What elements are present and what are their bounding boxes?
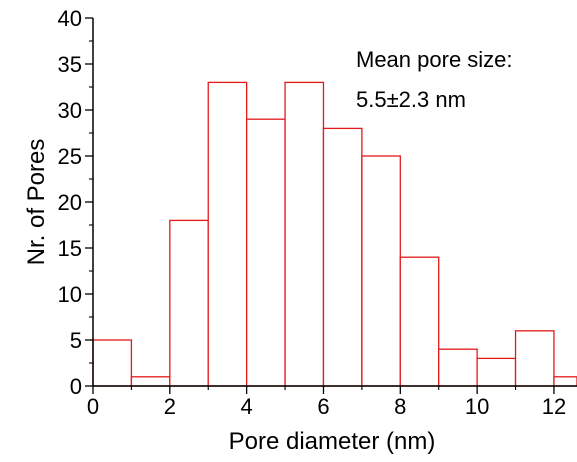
- y-tick-label: 5: [70, 328, 82, 353]
- x-tick-label: 12: [542, 394, 566, 419]
- histogram-bar-6: [322, 127, 363, 387]
- histogram-bar-4: [246, 118, 286, 387]
- y-tick-label: 20: [58, 190, 82, 215]
- histogram-bar-0: [92, 339, 133, 387]
- mean-pore-size-value: 5.5±2.3 nm: [356, 87, 466, 112]
- histogram-bar-9: [438, 348, 478, 387]
- y-tick-label: 10: [58, 282, 82, 307]
- x-tick-label: 10: [465, 394, 489, 419]
- y-tick-label: 15: [58, 236, 82, 261]
- y-tick-label: 35: [58, 52, 82, 77]
- y-tick-label: 40: [58, 6, 82, 31]
- y-tick-label: 25: [58, 144, 82, 169]
- histogram-bar-3: [207, 81, 248, 387]
- x-ticks-group: 0 2 4 6 8 10 12: [87, 386, 566, 419]
- histogram-bar-11: [514, 330, 555, 387]
- histogram-bar-2: [169, 219, 209, 387]
- y-ticks-group: 0 5 10 15 20 25 30 35 40: [58, 6, 93, 399]
- x-tick-label: 4: [241, 394, 253, 419]
- histogram-bar-10: [476, 357, 517, 387]
- histogram-bar-7: [361, 155, 401, 387]
- y-tick-label: 30: [58, 98, 82, 123]
- y-axis-title: Nr. of Pores: [23, 139, 50, 266]
- x-tick-label: 2: [164, 394, 176, 419]
- bars-group: [92, 81, 577, 387]
- histogram-bar-1: [130, 376, 171, 387]
- histogram-bar-5: [284, 81, 325, 387]
- x-tick-label: 6: [317, 394, 329, 419]
- x-axis-title: Pore diameter (nm): [229, 428, 436, 455]
- histogram-bar-8: [399, 256, 440, 387]
- mean-pore-size-label: Mean pore size:: [356, 47, 513, 72]
- x-tick-label: 0: [87, 394, 99, 419]
- histogram-bar-12: [553, 376, 577, 387]
- x-tick-label: 8: [394, 394, 406, 419]
- y-tick-label: 0: [70, 374, 82, 399]
